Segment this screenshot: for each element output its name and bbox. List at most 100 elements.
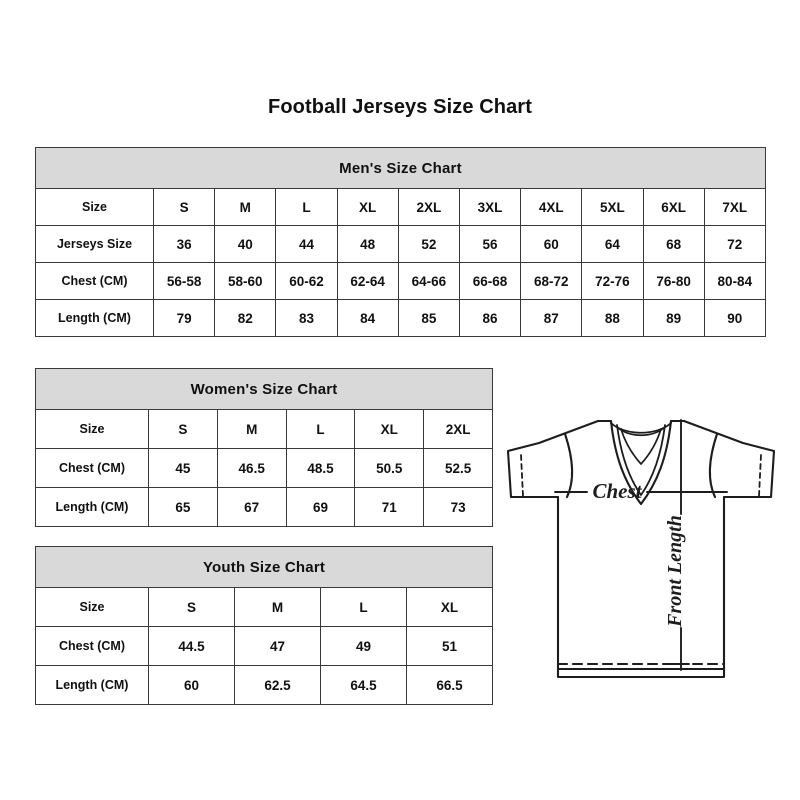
mens-col-header: M (214, 188, 277, 226)
youth-table-band-title: Youth Size Chart (34, 546, 494, 588)
mens-size-chart-table: Men's Size Chart Size S M L XL 2XL 3XL 4… (35, 147, 766, 337)
mens-col-header: 2XL (397, 188, 460, 226)
vneck-inner (620, 428, 662, 465)
vneck-outer (609, 419, 673, 506)
womens-cell: 48.5 (285, 448, 356, 488)
womens-header-size-label: Size (35, 409, 149, 449)
left-sleeve-outline (506, 419, 600, 499)
youth-cell: 49 (320, 626, 407, 666)
mens-cell: 60-62 (275, 262, 338, 300)
youth-row-label: Chest (CM) (35, 626, 149, 666)
mens-cell: 80-84 (703, 262, 766, 300)
front-length-measurement-label: Front Length (664, 515, 686, 628)
mens-cell: 56-58 (152, 262, 216, 300)
collar-band-arc-inner (616, 426, 666, 437)
mens-table-band-row: Men's Size Chart (35, 147, 766, 189)
mens-cell: 44 (275, 225, 338, 263)
womens-col-header: L (285, 409, 356, 449)
youth-cell: 44.5 (148, 626, 235, 666)
youth-header-size-label: Size (35, 587, 149, 627)
youth-table-body: Youth Size Chart Size S M L XL Chest (CM… (34, 546, 494, 705)
womens-table-body: Women's Size Chart Size S M L XL 2XL Che… (34, 368, 494, 527)
womens-cell: 50.5 (354, 448, 425, 488)
womens-cell: 73 (423, 487, 494, 527)
womens-col-header: M (216, 409, 287, 449)
mens-table-header-row: Size S M L XL 2XL 3XL 4XL 5XL 6XL 7XL (35, 188, 766, 226)
mens-cell: 52 (397, 225, 460, 263)
left-cuff-stitch-dashed (520, 454, 524, 497)
mens-cell: 90 (703, 299, 766, 337)
womens-table-band-title: Women's Size Chart (34, 368, 494, 410)
table-row: Chest (CM) 56-58 58-60 60-62 62-64 64-66… (35, 262, 766, 300)
mens-col-header: 3XL (458, 188, 522, 226)
mens-cell: 56 (458, 225, 522, 263)
youth-col-header: M (234, 587, 321, 627)
womens-cell: 52.5 (423, 448, 494, 488)
youth-table-band-row: Youth Size Chart (34, 546, 494, 588)
mens-cell: 68 (642, 225, 705, 263)
collar-band-arc-outer (610, 422, 672, 434)
mens-table-band-title: Men's Size Chart (35, 147, 766, 189)
mens-col-header: L (275, 188, 338, 226)
table-row: Chest (CM) 45 46.5 48.5 50.5 52.5 (35, 448, 494, 488)
vneck-mid (616, 424, 666, 496)
mens-col-header: XL (336, 188, 399, 226)
right-cuff-stitch-dashed (758, 454, 762, 497)
mens-col-header: 6XL (642, 188, 705, 226)
mens-cell: 79 (152, 299, 216, 337)
mens-cell: 36 (152, 225, 216, 263)
youth-col-header: XL (405, 587, 494, 627)
womens-table-header-row: Size S M L XL 2XL (35, 409, 494, 449)
youth-cell: 64.5 (320, 665, 407, 705)
table-row: Length (CM) 79 82 83 84 85 86 87 88 89 9… (35, 299, 766, 337)
womens-col-header: S (148, 409, 218, 449)
mens-header-size-label: Size (35, 188, 154, 226)
mens-cell: 48 (336, 225, 399, 263)
womens-cell: 65 (148, 487, 218, 527)
right-armhole-seam (708, 432, 719, 499)
youth-table-header-row: Size S M L XL (35, 587, 494, 627)
body-outline (556, 495, 726, 671)
womens-cell: 69 (285, 487, 356, 527)
mens-cell: 76-80 (642, 262, 705, 300)
mens-cell: 64-66 (397, 262, 460, 300)
mens-cell: 40 (214, 225, 277, 263)
table-row: Jerseys Size 36 40 44 48 52 56 60 64 68 … (35, 225, 766, 263)
chest-measurement-label: Chest (592, 479, 642, 503)
youth-cell: 47 (234, 626, 321, 666)
mens-cell: 86 (458, 299, 522, 337)
mens-cell: 87 (520, 299, 583, 337)
youth-cell: 62.5 (234, 665, 321, 705)
mens-table-body: Men's Size Chart Size S M L XL 2XL 3XL 4… (35, 147, 766, 337)
mens-cell: 62-64 (336, 262, 399, 300)
mens-col-header: S (152, 188, 216, 226)
youth-row-label: Length (CM) (35, 665, 149, 705)
womens-col-header: 2XL (423, 409, 494, 449)
mens-cell: 60 (520, 225, 583, 263)
mens-col-header: 4XL (520, 188, 583, 226)
mens-row-label: Chest (CM) (35, 262, 154, 300)
mens-col-header: 5XL (581, 188, 644, 226)
youth-cell: 60 (148, 665, 235, 705)
womens-cell: 67 (216, 487, 287, 527)
mens-cell: 68-72 (520, 262, 583, 300)
mens-cell: 64 (581, 225, 644, 263)
mens-cell: 84 (336, 299, 399, 337)
mens-cell: 72-76 (581, 262, 644, 300)
page-title: Football Jerseys Size Chart (268, 96, 532, 118)
mens-cell: 83 (275, 299, 338, 337)
womens-cell: 46.5 (216, 448, 287, 488)
hem-outer-edge (556, 667, 726, 679)
mens-cell: 89 (642, 299, 705, 337)
womens-col-header: XL (354, 409, 425, 449)
table-row: Length (CM) 65 67 69 71 73 (35, 487, 494, 527)
womens-cell: 45 (148, 448, 218, 488)
mens-row-label: Length (CM) (35, 299, 154, 337)
youth-col-header: S (148, 587, 235, 627)
womens-size-chart-table: Women's Size Chart Size S M L XL 2XL Che… (34, 368, 494, 527)
mens-row-label: Jerseys Size (35, 225, 154, 263)
mens-cell: 66-68 (458, 262, 522, 300)
womens-table-band-row: Women's Size Chart (34, 368, 494, 410)
mens-cell: 72 (703, 225, 766, 263)
mens-cell: 82 (214, 299, 277, 337)
